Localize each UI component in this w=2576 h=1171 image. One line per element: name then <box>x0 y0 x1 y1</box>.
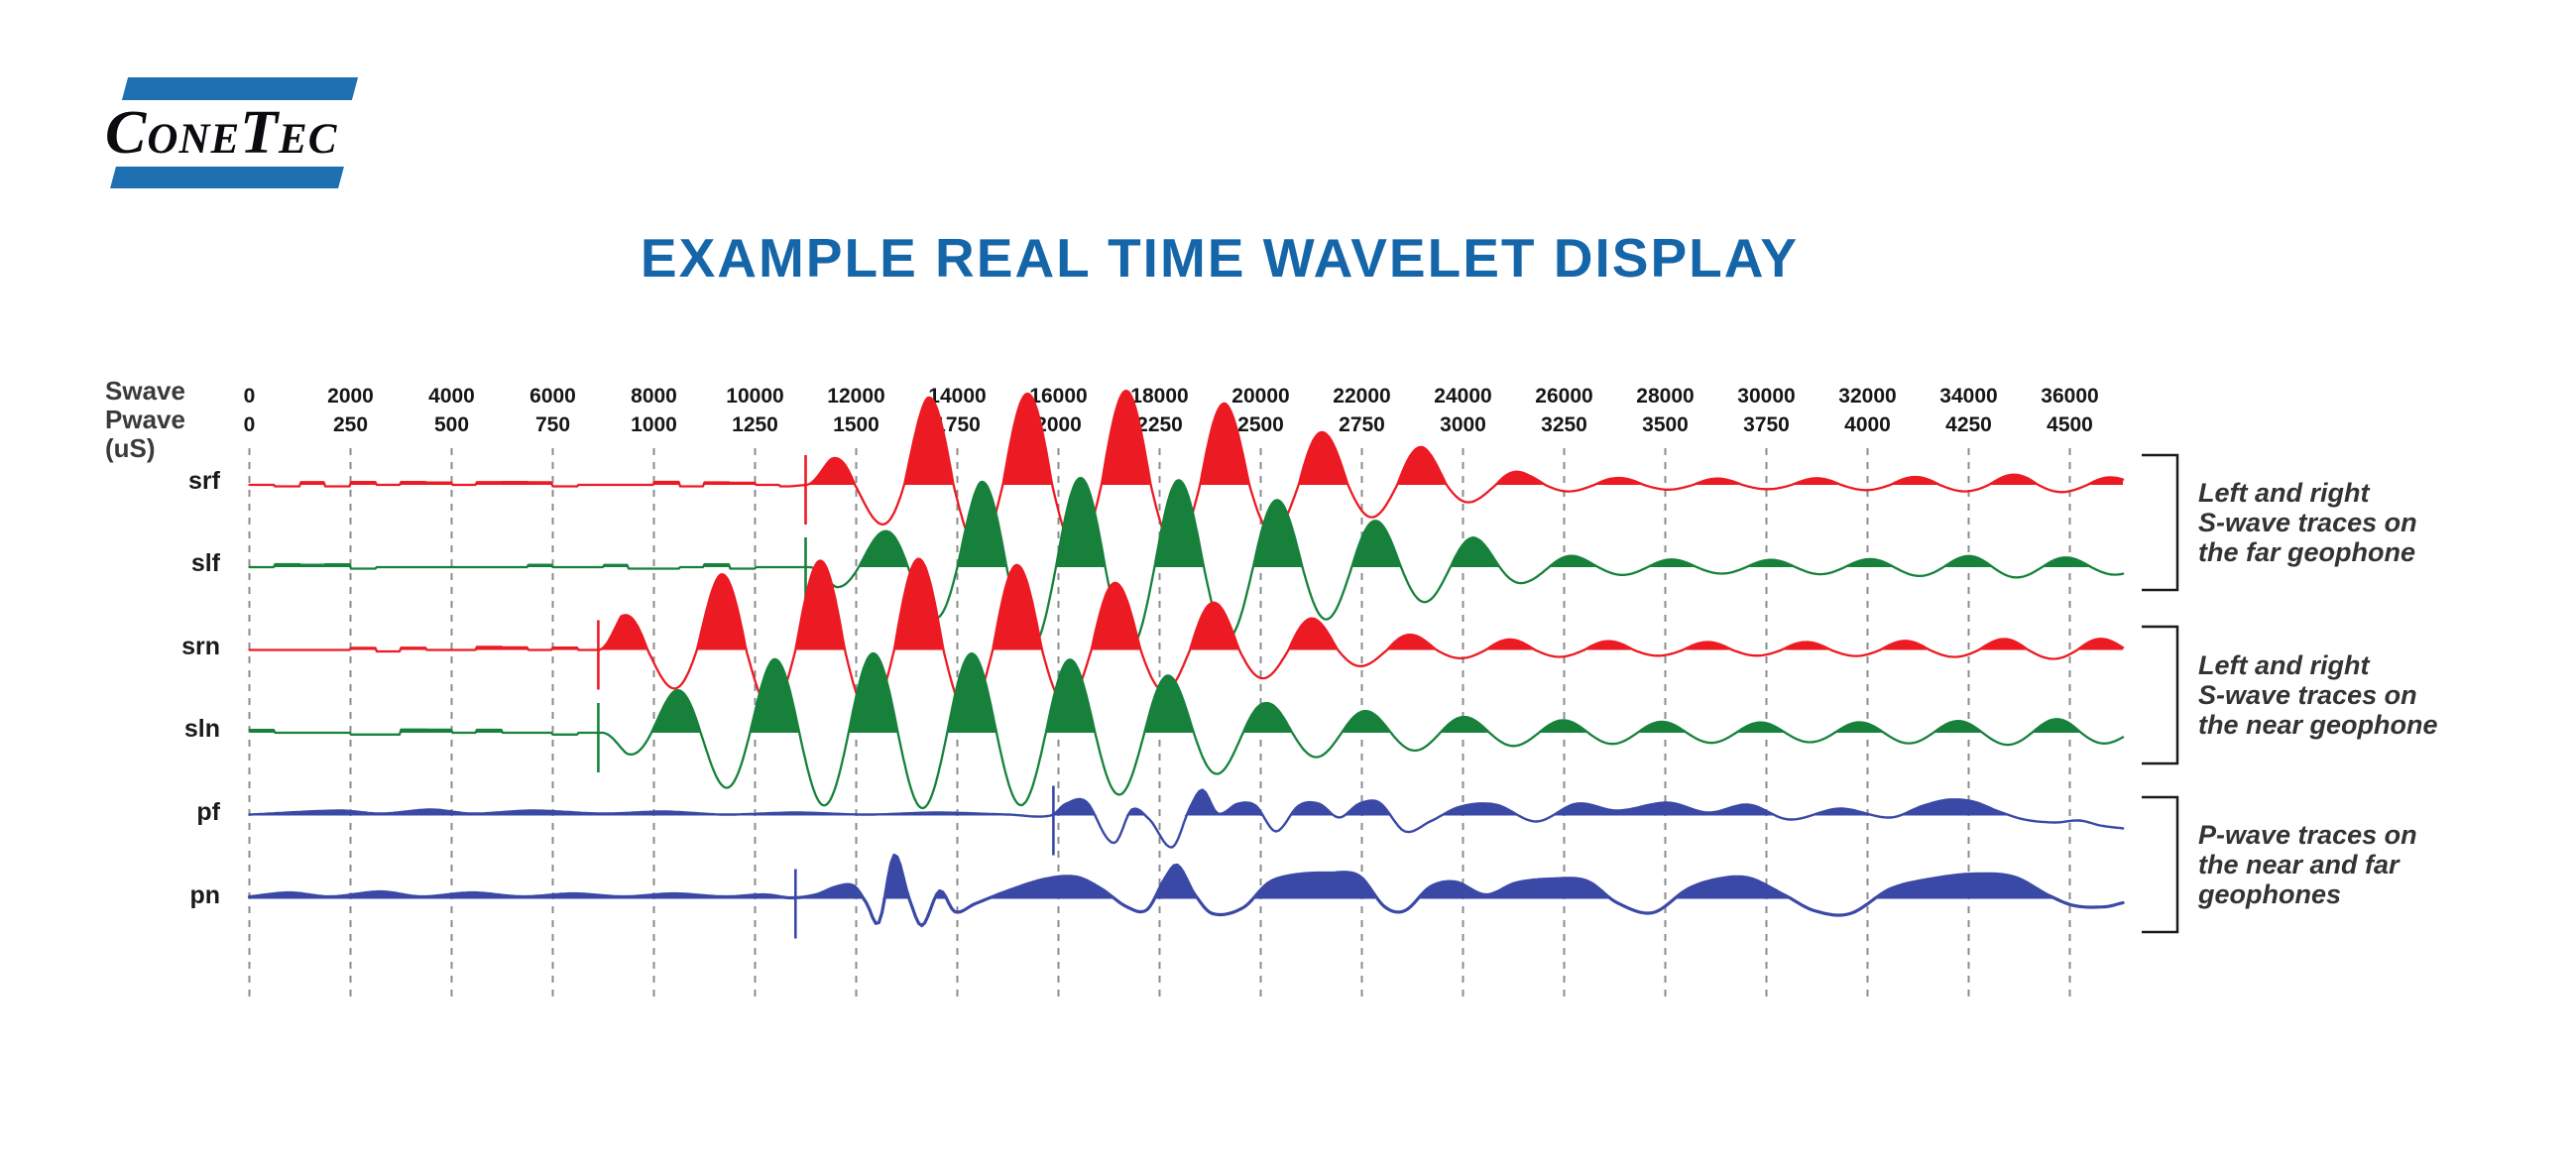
trace-label-pn: pn <box>189 880 220 909</box>
swave-tick-label: 8000 <box>631 385 677 408</box>
swave-tick-label: 20000 <box>1231 385 1289 408</box>
swave-tick-label: 14000 <box>928 385 986 408</box>
trace-label-srf: srf <box>188 467 220 495</box>
pwave-tick-label: 750 <box>535 413 570 436</box>
pwave-tick-label: 2500 <box>1237 413 1284 436</box>
swave-tick-label: 26000 <box>1535 385 1592 408</box>
annotation-swave-far: Left and right S-wave traces on the far … <box>2198 478 2417 567</box>
bracket-1 <box>2142 453 2179 592</box>
swave-tick-label: 10000 <box>726 385 783 408</box>
pwave-tick-label: 2750 <box>1339 413 1385 436</box>
pwave-tick-label: 0 <box>244 413 256 436</box>
swave-tick-label: 6000 <box>529 385 576 408</box>
swave-tick-label: 16000 <box>1029 385 1087 408</box>
pwave-tick-label: 4250 <box>1945 413 1992 436</box>
annotation-pwave: P-wave traces on the near and far geopho… <box>2198 820 2417 909</box>
pwave-tick-label: 1500 <box>833 413 879 436</box>
pwave-tick-label: 1750 <box>934 413 981 436</box>
conetec-logo: ConeTec <box>0 0 416 218</box>
swave-tick-label: 2000 <box>327 385 374 408</box>
pwave-tick-label: 3000 <box>1440 413 1486 436</box>
trace-label-pf: pf <box>196 797 220 826</box>
swave-tick-label: 4000 <box>428 385 475 408</box>
axis-tick-labels-pwave: 0 250 500 750 1000 1250 1500 1750 2000 2250 2500 27… <box>244 413 2093 436</box>
annotation-swave-near: Left and right S-wave traces on the near… <box>2198 650 2438 740</box>
pwave-tick-label: 3750 <box>1743 413 1790 436</box>
trace-label-sln: sln <box>183 715 220 743</box>
trace-srn-area <box>249 558 2124 650</box>
trace-pn-area <box>249 855 2124 899</box>
annotation-brackets <box>2142 453 2179 934</box>
pwave-tick-label: 2250 <box>1136 413 1183 436</box>
pwave-tick-label: 500 <box>434 413 469 436</box>
trace-srn <box>248 557 2125 717</box>
trace-sln-area <box>249 653 2124 733</box>
page-title: EXAMPLE REAL TIME WAVELET DISPLAY <box>640 227 1800 289</box>
swave-tick-label: 0 <box>244 385 256 408</box>
swave-tick-label: 12000 <box>827 385 884 408</box>
axis-corner-labels: Swave Pwave (uS) <box>105 377 185 463</box>
trace-sln-line <box>248 651 2125 810</box>
trace-sln <box>248 651 2125 810</box>
pwave-tick-label: 3250 <box>1541 413 1587 436</box>
pwave-tick-label: 3500 <box>1642 413 1689 436</box>
axis-unit-label: (uS) <box>105 433 156 463</box>
pwave-tick-label: 250 <box>333 413 368 436</box>
axis-tick-labels-swave: 0 2000 4000 6000 8000 10000 12000 14000 16000 180… <box>244 385 2099 408</box>
bracket-3 <box>2142 795 2179 934</box>
trace-slf-area <box>249 478 2124 567</box>
trace-pf <box>248 785 2125 856</box>
trace-label-slf: slf <box>190 549 220 577</box>
trace-pf-line <box>248 788 2125 849</box>
trace-slf <box>248 476 2125 649</box>
pwave-tick-label: 2000 <box>1035 413 1082 436</box>
swave-tick-label: 32000 <box>1838 385 1896 408</box>
logo-text: ConeTec <box>105 99 338 167</box>
pwave-tick-label: 1000 <box>631 413 677 436</box>
swave-tick-label: 36000 <box>2041 385 2098 408</box>
trace-slf-line <box>248 476 2125 649</box>
pwave-tick-label: 4500 <box>2047 413 2093 436</box>
swave-tick-label: 30000 <box>1737 385 1795 408</box>
swave-tick-label: 24000 <box>1434 385 1491 408</box>
trace-pn <box>247 853 2125 939</box>
pwave-tick-label: 1250 <box>732 413 778 436</box>
swave-tick-label: 28000 <box>1636 385 1694 408</box>
trace-pf-area <box>249 789 2124 816</box>
trace-srn-line <box>248 557 2125 717</box>
swave-tick-label: 22000 <box>1333 385 1390 408</box>
swave-tick-label: 18000 <box>1130 385 1188 408</box>
swave-tick-label: 34000 <box>1939 385 1997 408</box>
pwave-tick-label: 4000 <box>1844 413 1891 436</box>
trace-label-srn: srn <box>181 632 220 660</box>
trace-pn-line <box>247 853 2125 928</box>
bracket-2 <box>2142 625 2179 765</box>
swave-axis-label: Swave <box>105 376 185 406</box>
pwave-axis-label: Pwave <box>105 405 185 434</box>
